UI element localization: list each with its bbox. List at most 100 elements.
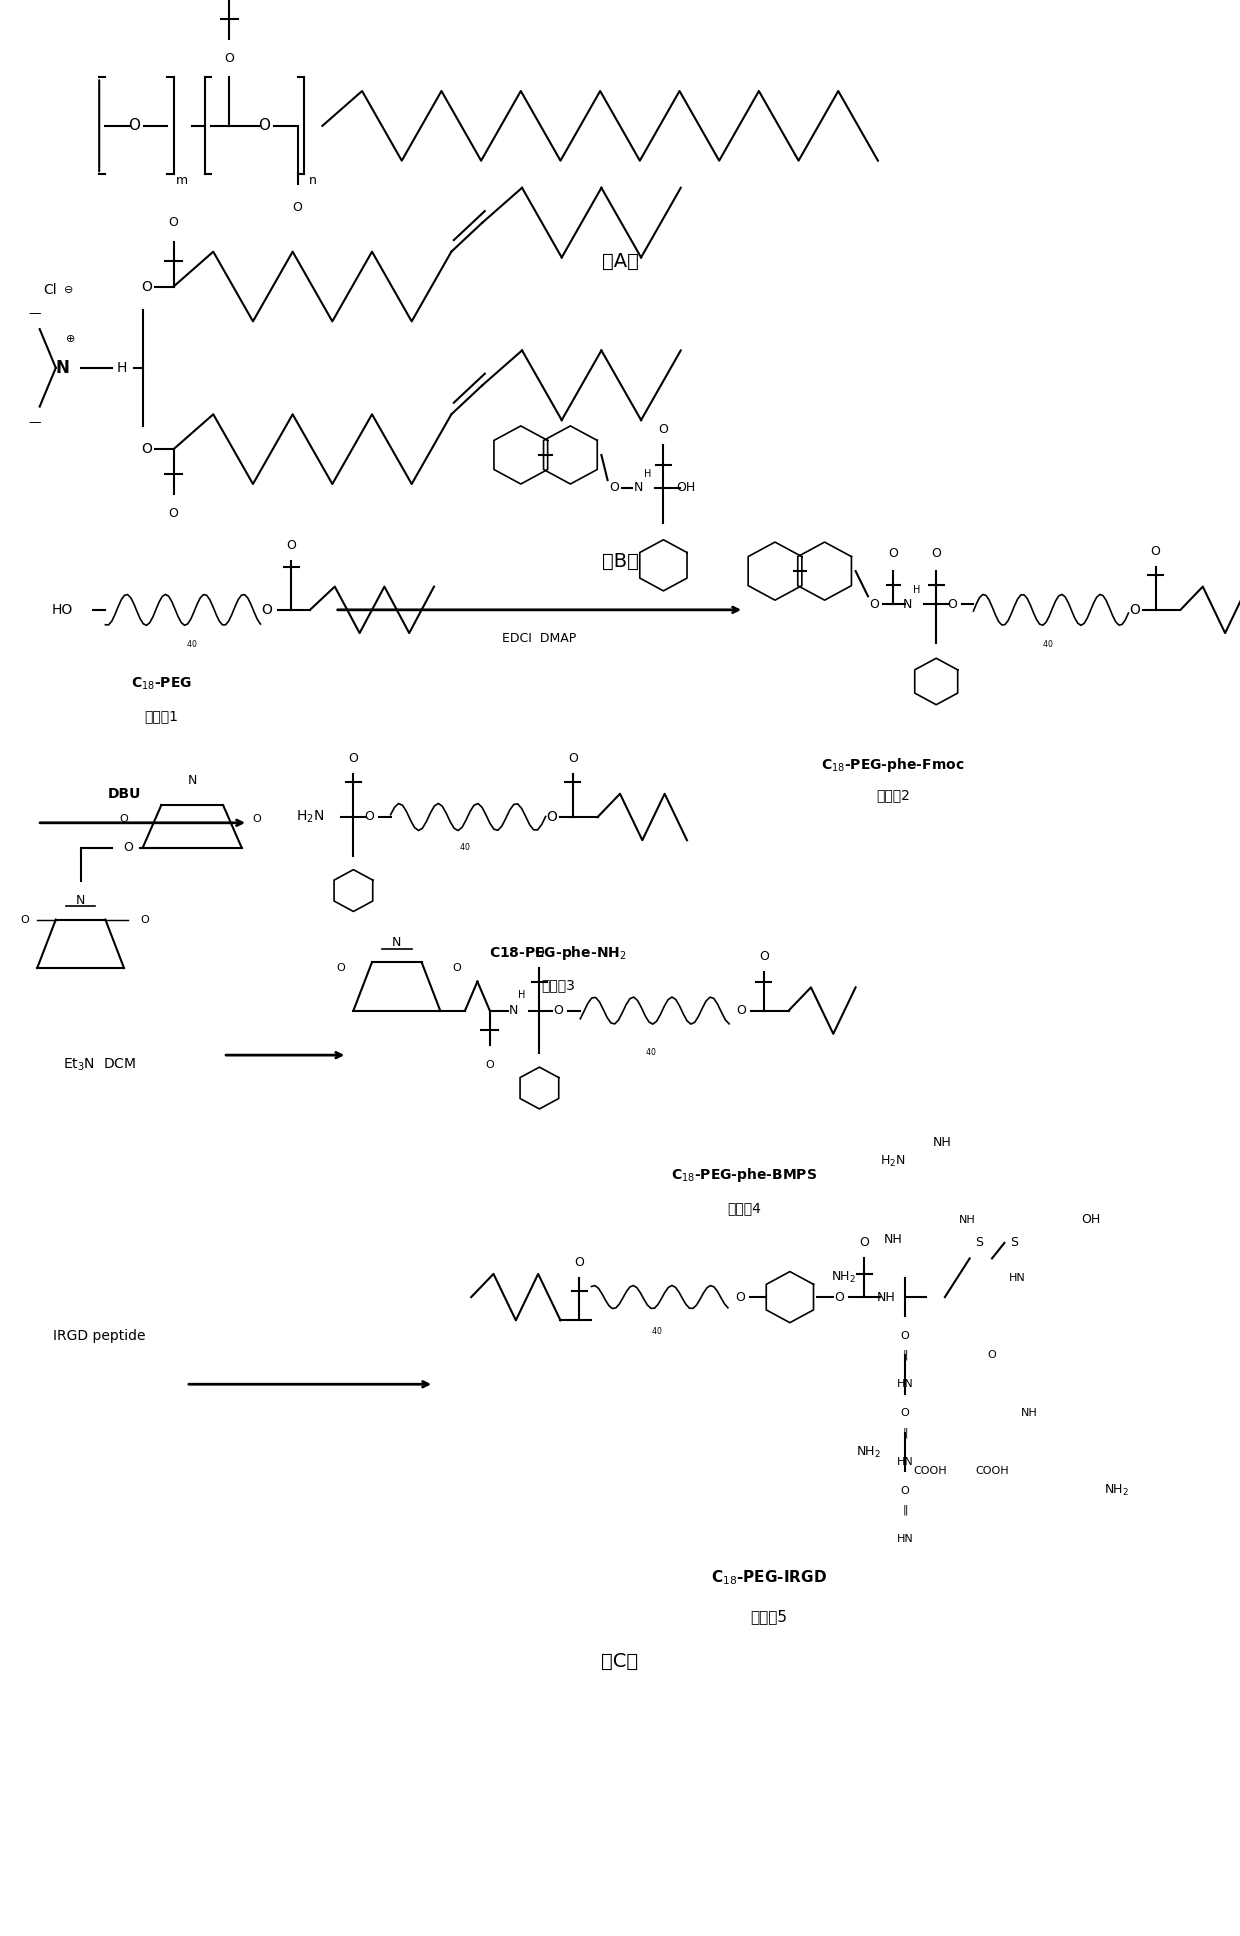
Text: C18-PEG-phe-NH$_2$: C18-PEG-phe-NH$_2$ xyxy=(490,943,626,962)
Text: O: O xyxy=(737,1005,746,1016)
Text: O: O xyxy=(258,118,270,134)
Text: H: H xyxy=(644,469,651,480)
Text: HN: HN xyxy=(897,1378,914,1390)
Text: 化合物1: 化合物1 xyxy=(144,709,179,724)
Text: O: O xyxy=(348,753,358,765)
Text: N: N xyxy=(392,937,402,949)
Text: Et$_3$N  DCM: Et$_3$N DCM xyxy=(63,1057,135,1073)
Text: H$_2$N: H$_2$N xyxy=(880,1154,905,1169)
Text: NH: NH xyxy=(877,1291,897,1303)
Text: 化合物4: 化合物4 xyxy=(727,1200,761,1216)
Text: N: N xyxy=(634,482,644,494)
Text: O: O xyxy=(141,441,151,457)
Text: O: O xyxy=(735,1291,745,1303)
Text: $_{40}$: $_{40}$ xyxy=(459,842,471,854)
Text: HN: HN xyxy=(897,1456,914,1467)
Text: $_{40}$: $_{40}$ xyxy=(186,639,198,650)
Text: S: S xyxy=(976,1237,983,1249)
Text: O: O xyxy=(252,813,262,825)
Text: ⊖: ⊖ xyxy=(63,285,73,296)
Text: O: O xyxy=(169,507,179,519)
Text: $_{40}$: $_{40}$ xyxy=(1042,639,1054,650)
Text: O: O xyxy=(900,1407,910,1419)
Text: O: O xyxy=(485,1059,495,1071)
Text: H: H xyxy=(117,360,126,376)
Text: HN: HN xyxy=(1008,1272,1025,1284)
Text: OH: OH xyxy=(676,482,696,494)
Text: O: O xyxy=(835,1291,844,1303)
Text: N: N xyxy=(187,774,197,786)
Text: O: O xyxy=(987,1349,997,1361)
Text: O: O xyxy=(568,753,578,765)
Text: O: O xyxy=(451,962,461,974)
Text: 化合物2: 化合物2 xyxy=(875,788,910,803)
Text: O: O xyxy=(888,548,898,560)
Text: ‖: ‖ xyxy=(903,1349,908,1361)
Text: O: O xyxy=(609,482,619,494)
Text: O: O xyxy=(336,962,346,974)
Text: （C）: （C） xyxy=(601,1651,639,1671)
Text: O: O xyxy=(869,598,879,610)
Text: HN: HN xyxy=(897,1533,914,1545)
Text: O: O xyxy=(119,813,129,825)
Text: C$_{18}$-PEG-phe-BMPS: C$_{18}$-PEG-phe-BMPS xyxy=(671,1165,817,1185)
Text: $_{40}$: $_{40}$ xyxy=(645,1047,657,1059)
Text: NH$_2$: NH$_2$ xyxy=(831,1270,856,1286)
Text: N: N xyxy=(508,1005,518,1016)
Text: m: m xyxy=(176,174,188,186)
Text: O: O xyxy=(859,1237,869,1249)
Text: ‖: ‖ xyxy=(903,1504,908,1516)
Text: C$_{18}$-PEG-phe-Fmoc: C$_{18}$-PEG-phe-Fmoc xyxy=(821,755,965,774)
Text: H: H xyxy=(518,989,526,1001)
Text: O: O xyxy=(224,52,234,64)
Text: O: O xyxy=(759,951,769,962)
Text: O: O xyxy=(1151,546,1161,558)
Text: N: N xyxy=(903,598,913,610)
Text: O: O xyxy=(900,1330,910,1342)
Text: NH$_2$: NH$_2$ xyxy=(1104,1483,1128,1498)
Text: O: O xyxy=(900,1485,910,1497)
Text: （A）: （A） xyxy=(601,252,639,271)
Text: O: O xyxy=(658,424,668,436)
Text: —: — xyxy=(29,416,41,428)
Text: NH: NH xyxy=(932,1136,952,1148)
Text: NH: NH xyxy=(959,1214,976,1225)
Text: C$_{18}$-PEG-IRGD: C$_{18}$-PEG-IRGD xyxy=(711,1568,827,1588)
Text: O: O xyxy=(141,279,151,294)
Text: EDCI  DMAP: EDCI DMAP xyxy=(502,633,577,645)
Text: O: O xyxy=(1130,602,1140,618)
Text: H: H xyxy=(913,585,920,596)
Text: H$_2$N: H$_2$N xyxy=(296,809,324,825)
Text: ‖: ‖ xyxy=(903,1427,908,1438)
Text: O: O xyxy=(262,602,272,618)
Text: COOH: COOH xyxy=(975,1466,1009,1477)
Text: NH: NH xyxy=(1021,1407,1038,1419)
Text: O: O xyxy=(931,548,941,560)
Text: N: N xyxy=(76,894,86,906)
Text: O: O xyxy=(20,914,30,925)
Text: COOH: COOH xyxy=(913,1466,947,1477)
Text: NH: NH xyxy=(883,1233,903,1245)
Text: C$_{18}$-PEG: C$_{18}$-PEG xyxy=(130,676,192,691)
Text: 化合物3: 化合物3 xyxy=(541,978,575,993)
Text: O: O xyxy=(169,217,179,228)
Text: n: n xyxy=(309,174,316,186)
Text: ⊕: ⊕ xyxy=(66,333,76,345)
Text: IRGD peptide: IRGD peptide xyxy=(53,1328,145,1344)
Text: O: O xyxy=(547,809,557,825)
Text: NH$_2$: NH$_2$ xyxy=(856,1444,880,1460)
Text: OH: OH xyxy=(1081,1214,1101,1225)
Text: O: O xyxy=(286,540,296,552)
Text: O: O xyxy=(553,1005,563,1016)
Text: O: O xyxy=(140,914,150,925)
Text: DBU: DBU xyxy=(108,786,140,802)
Text: N: N xyxy=(55,358,69,378)
Text: Cl: Cl xyxy=(43,283,56,298)
Text: $_{40}$: $_{40}$ xyxy=(651,1326,663,1338)
Text: O: O xyxy=(365,811,374,823)
Text: O: O xyxy=(534,947,544,958)
Text: 化合物5: 化合物5 xyxy=(750,1609,787,1624)
Text: O: O xyxy=(123,842,133,854)
Text: O: O xyxy=(128,118,140,134)
Text: —: — xyxy=(29,308,41,319)
